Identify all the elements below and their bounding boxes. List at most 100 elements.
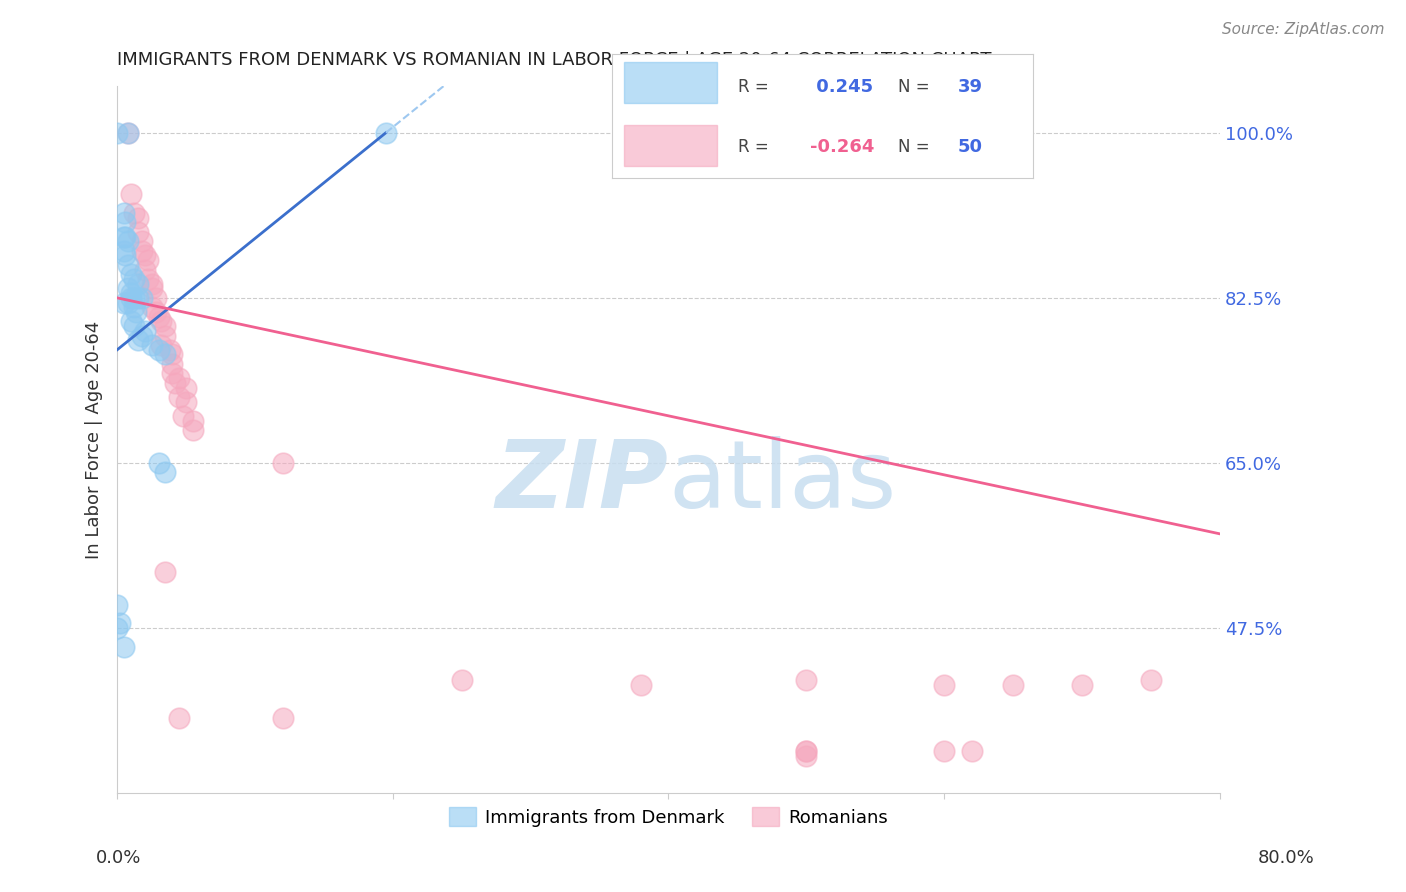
Point <box>172 409 194 423</box>
Point <box>932 744 955 758</box>
Point <box>127 334 149 348</box>
Point <box>117 126 139 140</box>
Point <box>145 291 167 305</box>
Point <box>141 277 163 291</box>
Text: Source: ZipAtlas.com: Source: ZipAtlas.com <box>1222 22 1385 37</box>
Point <box>155 319 177 334</box>
Point <box>105 598 128 612</box>
Point <box>174 380 197 394</box>
Point <box>114 229 136 244</box>
Point <box>122 291 145 305</box>
Point <box>148 310 170 324</box>
Point <box>134 248 156 262</box>
Point <box>108 616 131 631</box>
Point <box>167 390 190 404</box>
Point <box>162 367 184 381</box>
Point <box>112 244 135 258</box>
Point <box>131 244 153 258</box>
Point <box>127 291 149 305</box>
Point <box>105 621 128 635</box>
Point <box>127 211 149 225</box>
Point <box>131 291 153 305</box>
Text: 80.0%: 80.0% <box>1258 848 1315 866</box>
Point <box>167 371 190 385</box>
Point <box>117 295 139 310</box>
Point <box>122 301 145 315</box>
Point <box>630 678 652 692</box>
Point <box>1070 678 1092 692</box>
Point <box>114 215 136 229</box>
Point <box>1001 678 1024 692</box>
Point <box>112 640 135 654</box>
Text: 0.245: 0.245 <box>810 78 873 96</box>
Text: N =: N = <box>898 138 929 156</box>
Point <box>174 394 197 409</box>
Point <box>131 234 153 248</box>
Point <box>122 319 145 334</box>
Point <box>120 314 142 328</box>
Legend: Immigrants from Denmark, Romanians: Immigrants from Denmark, Romanians <box>441 800 894 834</box>
Text: 0.0%: 0.0% <box>96 848 141 866</box>
Point <box>150 338 173 352</box>
Point <box>932 678 955 692</box>
Point <box>794 673 817 687</box>
Point <box>141 338 163 352</box>
Text: R =: R = <box>738 78 769 96</box>
Point <box>105 126 128 140</box>
Point <box>794 744 817 758</box>
Point <box>155 565 177 579</box>
Point <box>1139 673 1161 687</box>
Text: atlas: atlas <box>668 436 897 528</box>
Point <box>122 272 145 286</box>
Point <box>114 248 136 262</box>
Point <box>148 456 170 470</box>
Point <box>145 305 167 319</box>
Point <box>120 286 142 301</box>
Point <box>136 272 159 286</box>
Point <box>112 206 135 220</box>
Point <box>131 328 153 343</box>
Text: R =: R = <box>738 138 769 156</box>
Point <box>141 281 163 295</box>
Point <box>159 343 181 357</box>
Point <box>450 673 472 687</box>
Point <box>165 376 187 390</box>
Point <box>960 744 983 758</box>
Point <box>155 466 177 480</box>
Point <box>141 301 163 315</box>
FancyBboxPatch shape <box>624 125 717 166</box>
Point <box>155 347 177 361</box>
Point <box>120 291 142 305</box>
Text: 39: 39 <box>957 78 983 96</box>
Point <box>117 126 139 140</box>
Point <box>117 234 139 248</box>
Point <box>112 295 135 310</box>
Point <box>117 281 139 295</box>
Point <box>794 744 817 758</box>
Y-axis label: In Labor Force | Age 20-64: In Labor Force | Age 20-64 <box>86 320 103 558</box>
Text: ZIP: ZIP <box>495 436 668 528</box>
Point <box>127 225 149 239</box>
Point <box>122 206 145 220</box>
Point <box>271 456 294 470</box>
Text: IMMIGRANTS FROM DENMARK VS ROMANIAN IN LABOR FORCE | AGE 20-64 CORRELATION CHART: IMMIGRANTS FROM DENMARK VS ROMANIAN IN L… <box>117 51 991 69</box>
Point <box>136 253 159 268</box>
Point <box>127 277 149 291</box>
Point <box>167 711 190 725</box>
FancyBboxPatch shape <box>624 62 717 103</box>
Point <box>181 423 204 437</box>
Point <box>117 258 139 272</box>
Point <box>120 267 142 281</box>
Point <box>181 413 204 427</box>
Text: 50: 50 <box>957 138 983 156</box>
Point <box>125 305 148 319</box>
Point <box>794 748 817 763</box>
Point <box>630 149 652 163</box>
Point <box>162 347 184 361</box>
Point <box>120 187 142 202</box>
Text: N =: N = <box>898 78 929 96</box>
Point <box>134 262 156 277</box>
Point <box>374 126 396 140</box>
Text: -0.264: -0.264 <box>810 138 875 156</box>
Point <box>134 324 156 338</box>
